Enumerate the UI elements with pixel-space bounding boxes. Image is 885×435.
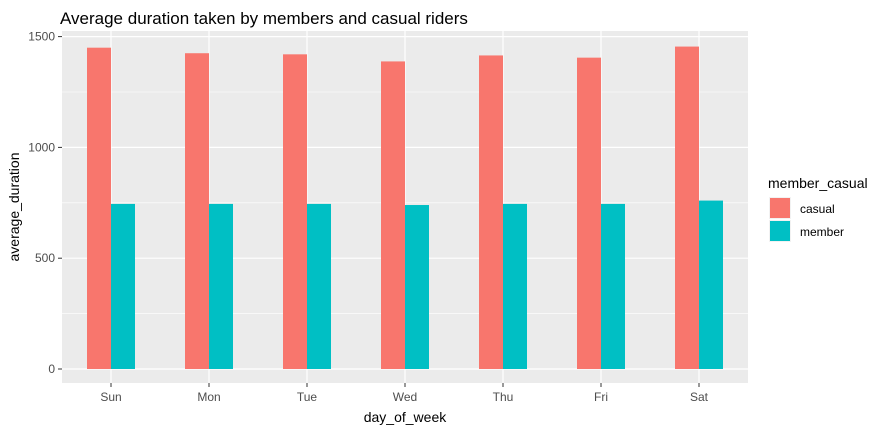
bar-member-tue (307, 203, 331, 369)
y-axis-title: average_duration (6, 153, 22, 262)
x-axis: Sun Mon Tue Wed Thu Fri Sat (100, 383, 709, 404)
bar-member-sat (699, 200, 723, 369)
y-tick-label: 1000 (28, 140, 55, 154)
x-tick-label: Mon (197, 390, 220, 404)
chart-title: Average duration taken by members and ca… (60, 9, 468, 28)
bar-casual-tue (283, 54, 307, 369)
bar-casual-wed (381, 61, 405, 370)
legend-label-casual: casual (800, 202, 835, 216)
x-tick-label: Tue (297, 390, 318, 404)
x-axis-title: day_of_week (364, 409, 448, 425)
bar-casual-fri (577, 57, 601, 370)
legend-key-member (770, 221, 790, 241)
bar-member-mon (209, 203, 233, 369)
y-axis: 0 500 1000 1500 (28, 30, 62, 376)
bar-member-thu (503, 203, 527, 369)
bar-casual-thu (479, 55, 503, 369)
bar-casual-mon (185, 53, 209, 369)
x-tick-label: Sat (690, 390, 709, 404)
bars (87, 46, 723, 370)
y-tick-label: 500 (35, 251, 55, 265)
x-tick-label: Sun (100, 390, 121, 404)
legend-key-casual (770, 198, 790, 218)
y-tick-label: 1500 (28, 30, 55, 44)
bar-casual-sat (675, 46, 699, 369)
y-tick-label: 0 (48, 362, 55, 376)
bar-member-sun (111, 203, 135, 369)
legend-items: casual member (769, 197, 844, 242)
legend-title: member_casual (768, 175, 868, 191)
bar-casual-sun (87, 47, 111, 370)
legend-label-member: member (800, 225, 844, 239)
x-tick-label: Fri (594, 390, 608, 404)
x-tick-label: Wed (393, 390, 417, 404)
legend: member_casual casual member (768, 175, 868, 242)
bar-member-wed (405, 205, 429, 369)
bar-member-fri (601, 203, 625, 369)
x-tick-label: Thu (493, 390, 514, 404)
